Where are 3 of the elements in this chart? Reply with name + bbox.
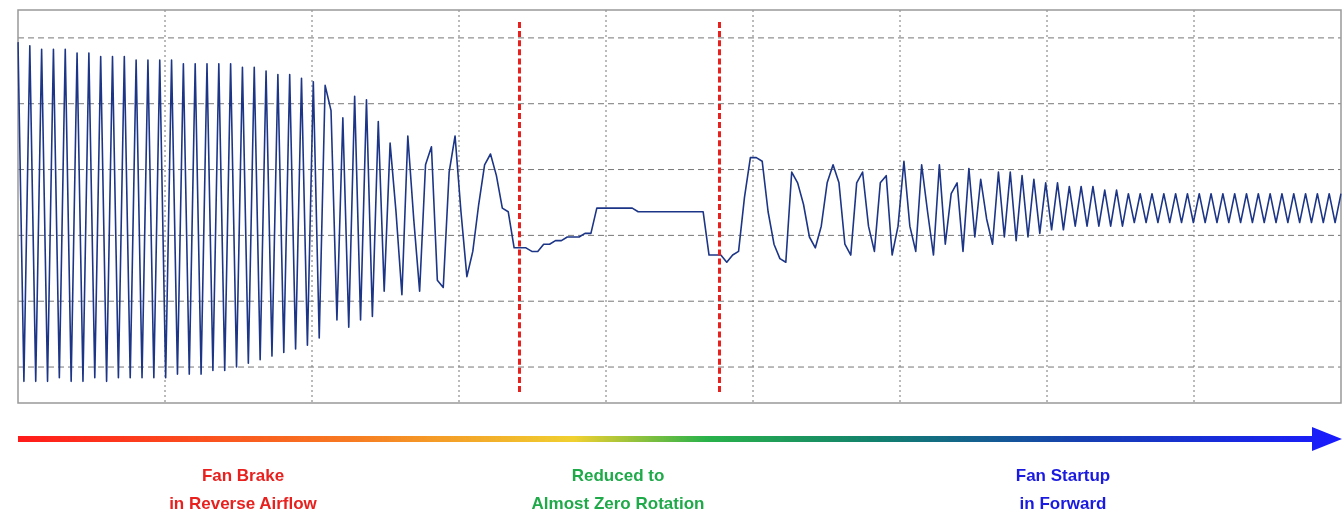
text: Fan Brake in Reverse Airflow: [168, 465, 318, 515]
text: Reduced to Almost Zero Rotation: [530, 465, 706, 515]
text: Fan Startup in Forward: [1014, 465, 1112, 515]
